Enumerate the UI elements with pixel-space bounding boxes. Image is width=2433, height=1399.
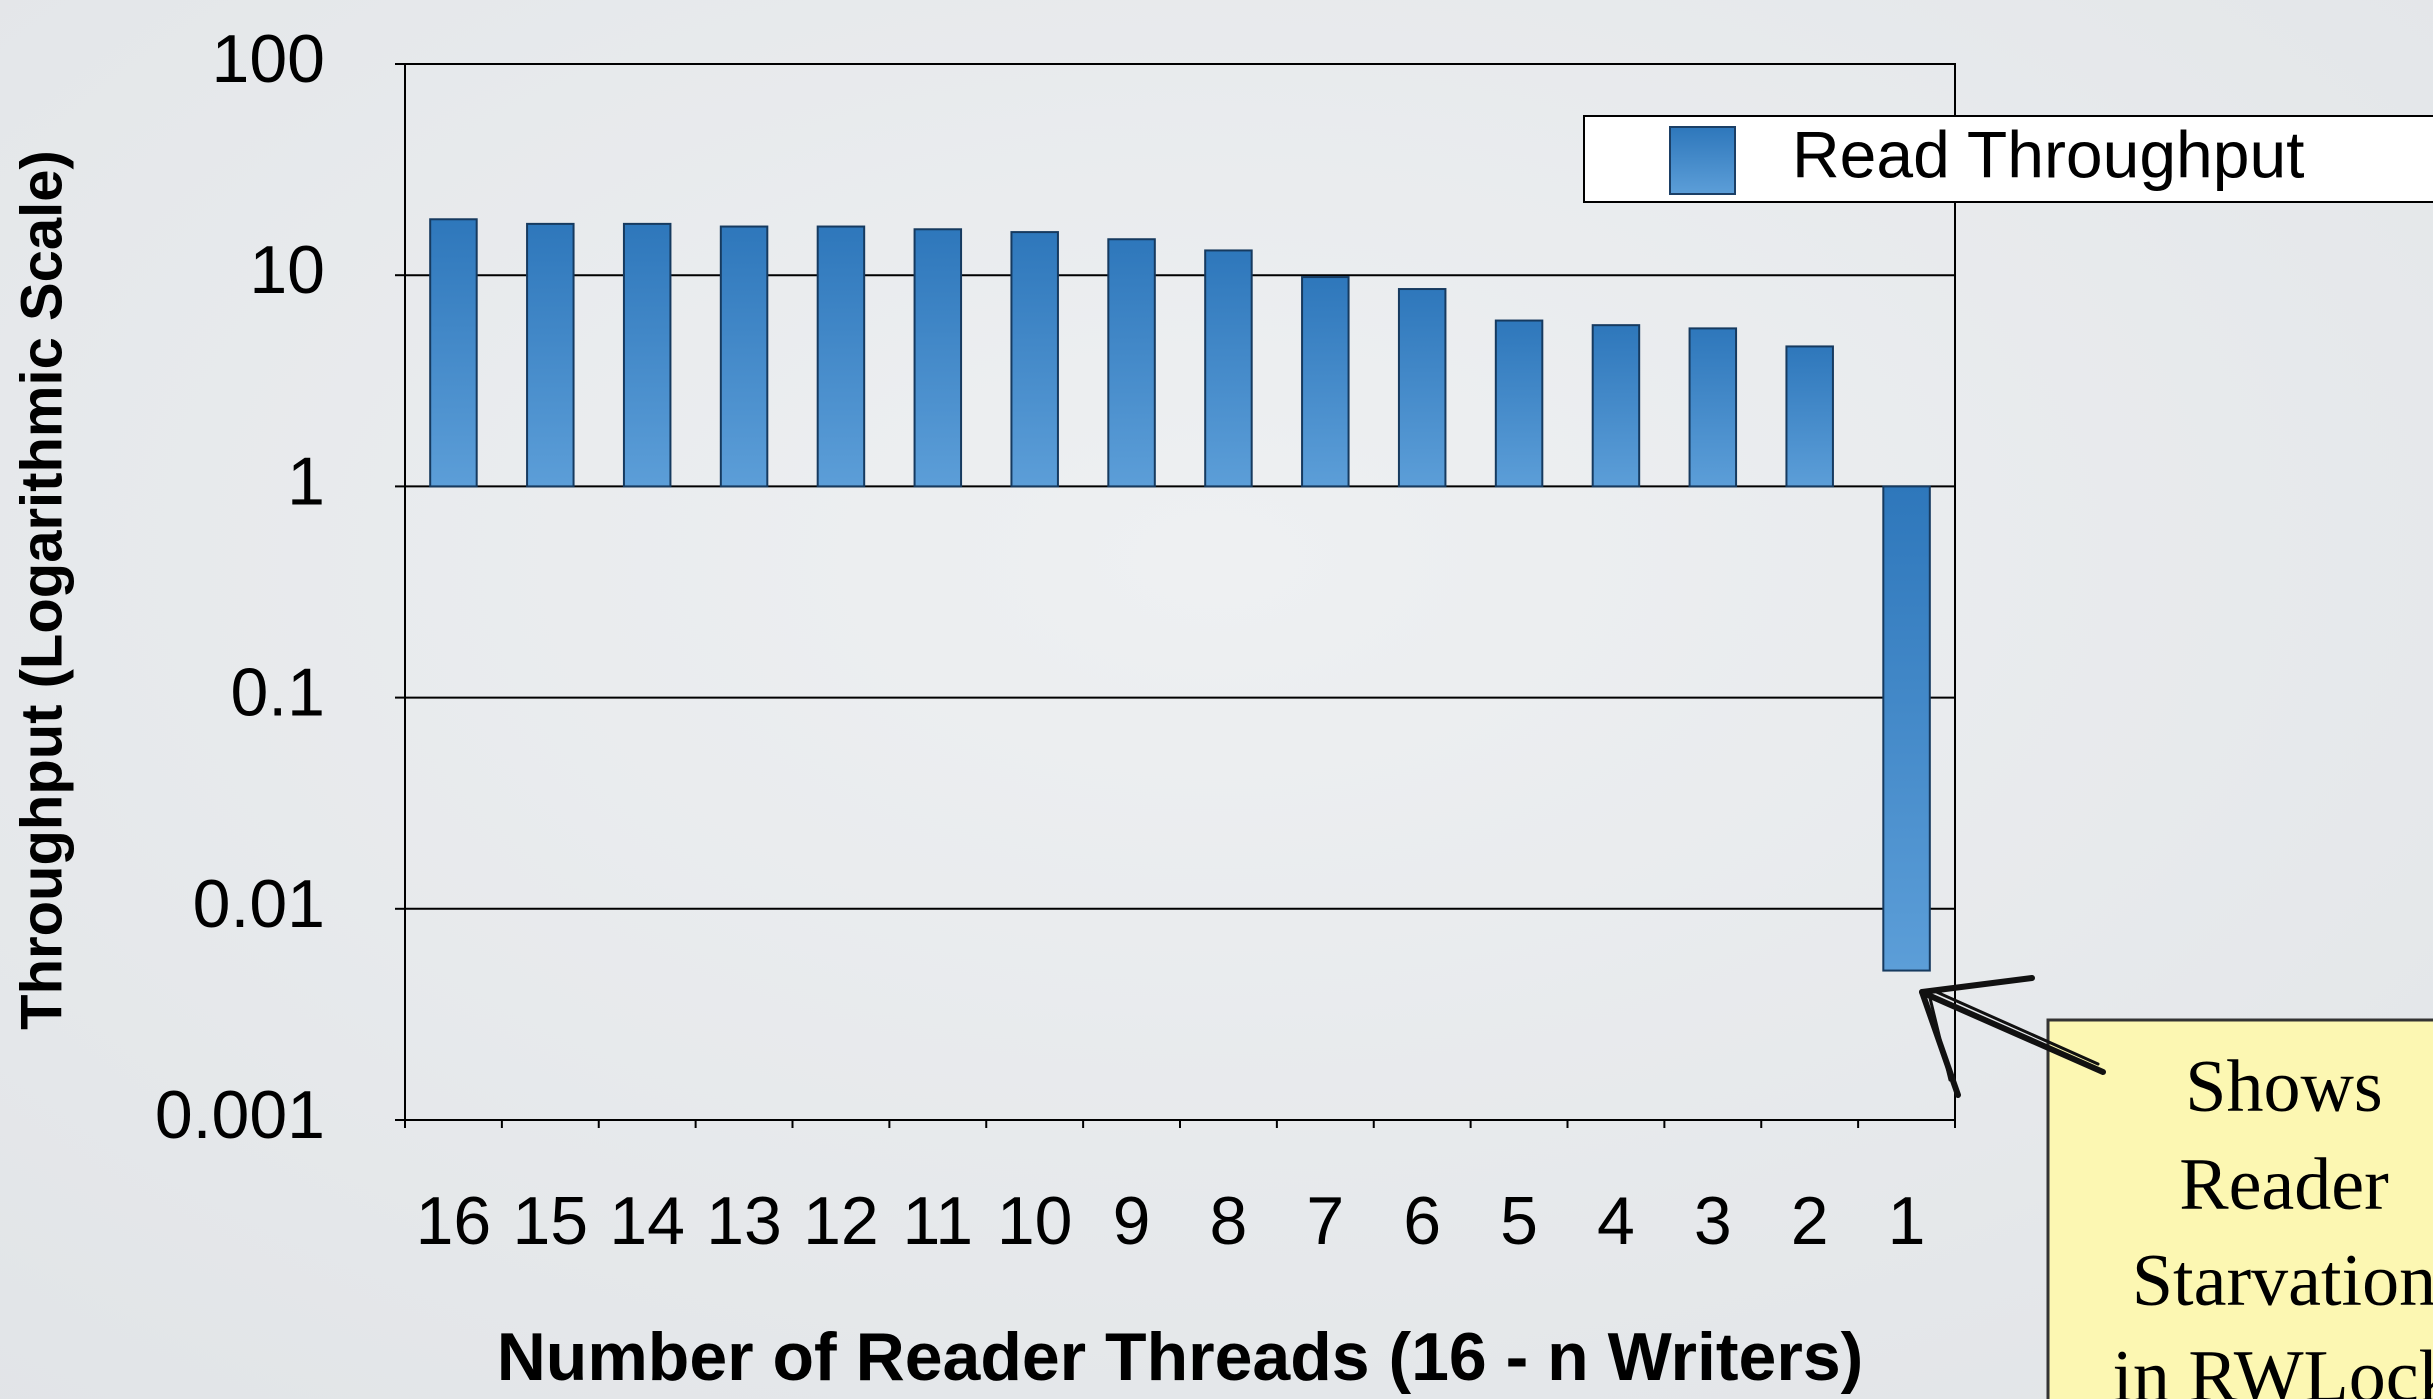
- bar: [719, 225, 769, 488]
- legend: Read Throughput: [1583, 115, 2433, 203]
- x-tick-label: 2: [1791, 1183, 1829, 1259]
- arrow: [1919, 975, 2106, 1098]
- x-tick-label: 15: [512, 1183, 588, 1259]
- x-tick-label: 5: [1500, 1183, 1538, 1259]
- y-tick-label: 1: [287, 443, 325, 519]
- y-tick-label: 100: [212, 21, 325, 97]
- annotation: Shows Reader Starvation in RWLock: [1919, 975, 2433, 1399]
- x-tick-label: 14: [609, 1183, 685, 1259]
- x-tick-label: 6: [1403, 1183, 1441, 1259]
- x-tick-label: 10: [997, 1183, 1073, 1259]
- bar: [816, 225, 866, 488]
- x-tick-label: 12: [803, 1183, 879, 1259]
- bar: [1107, 238, 1156, 488]
- x-tick-label: 4: [1597, 1183, 1635, 1259]
- note-line: in RWLock: [2112, 1336, 2433, 1399]
- x-tick-label: 1: [1888, 1183, 1926, 1259]
- arrow-head: [1928, 996, 1952, 1082]
- note-box: [2046, 1018, 2433, 1399]
- y-tick-label: 0.1: [230, 655, 325, 731]
- bar: [1010, 231, 1059, 488]
- x-tick-label: 16: [416, 1183, 492, 1259]
- x-tick-label: 3: [1694, 1183, 1732, 1259]
- legend-label: Read Throughput: [1792, 117, 2305, 191]
- arrow-shaft: [1925, 992, 2106, 1075]
- y-tick-label: 0.001: [155, 1077, 325, 1153]
- bar: [1882, 485, 1931, 972]
- arrow-shaft: [1930, 988, 2100, 1066]
- bar: [526, 222, 575, 488]
- bar: [1204, 249, 1253, 488]
- y-tick-label: 0.01: [193, 866, 325, 942]
- bar: [622, 222, 672, 488]
- x-tick-label: 9: [1113, 1183, 1151, 1259]
- bar: [1688, 327, 1738, 488]
- bar: [1785, 345, 1834, 488]
- plot-area: 100 10 1 0.1 0.01 0.001 16 15 14 13 12 11 10 9 8 7 6 5 4 3 2…: [155, 21, 1956, 1259]
- bar: [913, 228, 963, 488]
- arrow-head: [1919, 975, 2035, 995]
- x-tick-label: 13: [706, 1183, 782, 1259]
- legend-swatch: [1669, 126, 1736, 195]
- x-tick-label: 7: [1306, 1183, 1344, 1259]
- bar: [429, 218, 478, 488]
- bar: [1494, 319, 1544, 488]
- bar: [1591, 324, 1641, 488]
- bar: [1397, 288, 1447, 488]
- x-tick-label: 11: [903, 1183, 974, 1259]
- x-tick-label: 8: [1210, 1183, 1248, 1259]
- y-tick-label: 10: [249, 232, 325, 308]
- y-axis-title: Throughput (Logarithmic Scale): [9, 150, 74, 1030]
- bar: [1301, 276, 1350, 488]
- x-axis-title: Number of Reader Threads (16 - n Writers…: [497, 1319, 1864, 1395]
- note-line: Reader: [2179, 1144, 2389, 1226]
- note-line: Starvation: [2132, 1240, 2433, 1322]
- note-line: Shows: [2185, 1046, 2382, 1128]
